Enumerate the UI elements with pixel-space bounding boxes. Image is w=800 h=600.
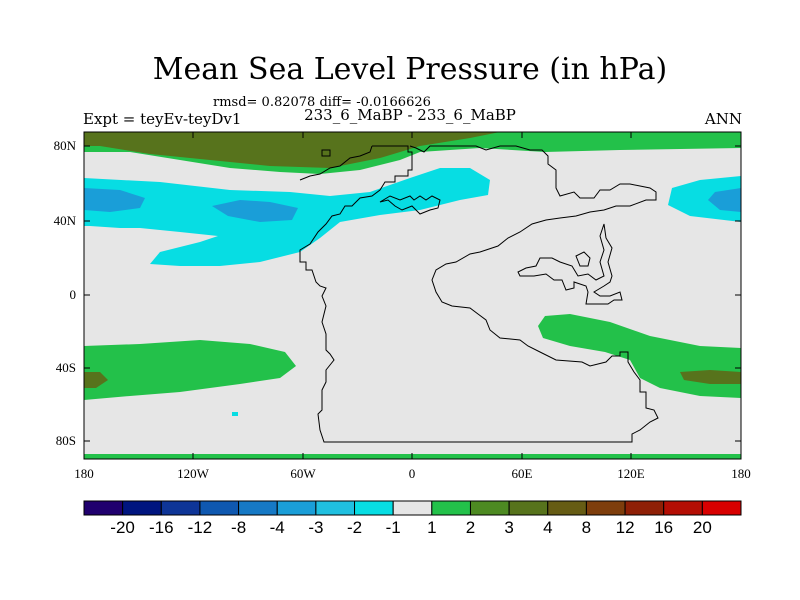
colorbar-label: 1 (427, 518, 437, 537)
colorbar-label: 3 (504, 518, 514, 537)
colorbar-label: -12 (187, 518, 213, 537)
colorbar-swatch (469, 500, 510, 516)
colorbar-label: 8 (581, 518, 592, 537)
colorbar-swatch (238, 500, 278, 516)
colorbar-swatch (663, 500, 703, 516)
x-tick-label: 180 (731, 466, 751, 481)
interior-outline-b (299, 145, 373, 181)
colorbar-label: 12 (615, 518, 635, 537)
interior-outline-a (517, 223, 623, 305)
x-tick-label: 180 (74, 466, 94, 481)
colorbar-swatch (701, 500, 742, 516)
y-tick-label: 40S (55, 360, 76, 375)
colorbar-label: -2 (346, 518, 363, 537)
colorbar-swatch (276, 500, 317, 516)
southwest-olive-patch (84, 372, 108, 388)
colorbar-label: -8 (231, 518, 247, 537)
colorbar-label: -4 (269, 518, 285, 537)
y-tick-label: 40N (53, 213, 76, 228)
colorbar-swatch (122, 500, 162, 516)
colorbar-swatch (431, 500, 471, 516)
colorbar-swatch (315, 500, 356, 516)
colorbar-swatch (585, 500, 626, 516)
map-title: Mean Sea Level Pressure (in hPa) (152, 52, 668, 87)
colorbar (83, 500, 742, 516)
colorbar-swatch (547, 500, 587, 516)
y-tick-marks (84, 145, 741, 442)
colorbar-label: 2 (465, 518, 476, 537)
north-blue-core-west (84, 188, 145, 212)
interior-outline-e (575, 251, 591, 267)
southeast-olive-patch (680, 370, 741, 384)
colorbar-swatch (199, 500, 240, 516)
y-tick-label: 80S (55, 433, 76, 448)
small-cyan-speck (232, 412, 238, 416)
colorbar-swatch (160, 500, 201, 516)
x-tick-label: 120W (177, 466, 209, 481)
colorbar-label: -16 (149, 518, 174, 537)
north-blue-core-east (708, 188, 741, 212)
southwest-green-patch (84, 340, 296, 400)
continent-outline (299, 145, 659, 443)
colorbar-swatch (354, 500, 394, 516)
y-tick-label: 80N (53, 138, 76, 153)
colorbar-swatch (508, 500, 549, 516)
colorbar-swatch (392, 500, 433, 516)
x-tick-label: 60W (290, 466, 316, 481)
colorbar-label: 16 (654, 518, 674, 537)
colorbar-swatch (83, 500, 124, 516)
x-tick-label: 60E (511, 466, 533, 481)
colorbar-swatch (624, 500, 665, 516)
x-tick-marks (192, 132, 632, 459)
y-tick-label: 0 (69, 287, 77, 302)
x-tick-label: 120E (617, 466, 645, 481)
rmsd-stats: rmsd= 0.82078 diff= -0.0166626 (213, 95, 431, 110)
colorbar-label: 4 (543, 518, 553, 537)
colorbar-label: -3 (308, 518, 324, 537)
colorbar-label: -20 (110, 518, 135, 537)
interior-outline-c (321, 149, 331, 157)
interior-outline-d (379, 195, 441, 215)
north-olive-band (84, 132, 500, 168)
colorbar-label: -1 (385, 518, 401, 537)
north-cyan-east (668, 176, 741, 222)
x-tick-label: 0 (408, 466, 416, 481)
case-label: 233_6_MaBP - 233_6_MaBP (304, 106, 516, 124)
season-label: ANN (704, 110, 742, 128)
north-blue-core-mid (212, 200, 298, 222)
experiment-label: Expt = teyEv-teyDv1 (83, 110, 242, 128)
colorbar-label: 20 (692, 518, 712, 537)
